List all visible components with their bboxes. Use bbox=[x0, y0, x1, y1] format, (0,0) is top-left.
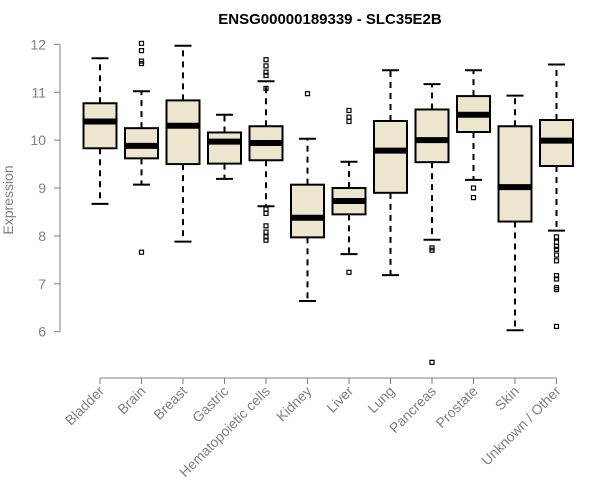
iqr-box bbox=[165, 99, 201, 166]
outlier-point bbox=[346, 107, 352, 114]
outlier-point bbox=[263, 85, 269, 92]
iqr-box bbox=[82, 102, 118, 150]
outlier-point bbox=[138, 249, 145, 255]
box-kidney bbox=[290, 91, 325, 303]
x-tick-label: Kidney bbox=[273, 383, 315, 425]
x-tick-label: Skin bbox=[492, 383, 523, 414]
outlier-point bbox=[263, 234, 269, 240]
y-axis: 6 7 8 9 10 11 12 bbox=[30, 36, 61, 340]
outlier-point bbox=[263, 57, 269, 63]
outlier-point bbox=[346, 114, 352, 120]
outlier-point bbox=[553, 276, 560, 282]
outlier-point bbox=[263, 206, 269, 212]
x-tick-label: Prostate bbox=[432, 383, 480, 431]
y-tick-label: 7 bbox=[38, 276, 46, 292]
outlier-point bbox=[553, 286, 560, 293]
x-tick-label: Breast bbox=[150, 383, 190, 423]
outlier-point bbox=[553, 323, 560, 330]
outlier-point bbox=[263, 72, 269, 79]
iqr-box bbox=[290, 183, 325, 239]
outlier-point bbox=[553, 258, 560, 264]
box-series bbox=[82, 40, 574, 365]
outlier-point bbox=[263, 229, 269, 235]
box-lung bbox=[373, 69, 408, 277]
y-tick-label: 6 bbox=[38, 324, 46, 340]
outlier-point bbox=[138, 47, 145, 54]
outlier-point bbox=[304, 91, 311, 97]
iqr-box bbox=[373, 119, 408, 194]
outlier-point bbox=[346, 118, 352, 125]
y-tick-label: 8 bbox=[38, 228, 46, 244]
y-tick-label: 10 bbox=[30, 132, 46, 148]
outlier-point bbox=[470, 185, 477, 191]
box-bladder bbox=[82, 57, 118, 205]
box-breast bbox=[165, 44, 201, 243]
outlier-point bbox=[138, 40, 145, 47]
x-tick-label: Lung bbox=[364, 383, 397, 416]
iqr-box bbox=[414, 108, 450, 164]
outlier-point bbox=[429, 247, 435, 253]
outlier-point bbox=[263, 237, 269, 243]
chart-title: ENSG00000189339 - SLC35E2B bbox=[218, 11, 442, 28]
outlier-point bbox=[553, 273, 560, 279]
box-hematopoietic-cells bbox=[248, 57, 284, 243]
outlier-point bbox=[263, 63, 269, 69]
outlier-point bbox=[263, 210, 269, 217]
box-pancreas bbox=[414, 83, 450, 365]
x-tick-label: Liver bbox=[323, 383, 356, 416]
outlier-point bbox=[553, 239, 560, 245]
x-tick-label: Brain bbox=[114, 383, 148, 417]
y-tick-label: 12 bbox=[30, 36, 46, 52]
outlier-point bbox=[263, 223, 269, 229]
outlier-point bbox=[346, 269, 352, 275]
x-tick-label: Bladder bbox=[62, 383, 108, 429]
iqr-box bbox=[207, 131, 242, 165]
x-tick-label: Unknown / Other bbox=[478, 383, 564, 469]
outlier-point bbox=[470, 195, 477, 201]
y-tick-label: 11 bbox=[31, 84, 46, 100]
box-unknown-other bbox=[539, 63, 574, 330]
box-prostate bbox=[456, 69, 491, 201]
outlier-point bbox=[553, 243, 560, 250]
box-brain bbox=[124, 40, 159, 255]
outlier-point bbox=[263, 69, 269, 75]
outlier-point bbox=[138, 60, 145, 67]
y-tick-label: 9 bbox=[38, 180, 46, 196]
box-skin bbox=[497, 94, 533, 332]
outlier-point bbox=[553, 246, 560, 252]
iqr-box bbox=[497, 125, 533, 223]
outlier-point bbox=[429, 359, 435, 365]
outlier-point bbox=[553, 252, 560, 258]
y-axis-label: Expression bbox=[0, 165, 16, 234]
box-liver bbox=[331, 107, 367, 275]
box-gastric bbox=[207, 113, 242, 180]
outlier-point bbox=[553, 234, 560, 240]
